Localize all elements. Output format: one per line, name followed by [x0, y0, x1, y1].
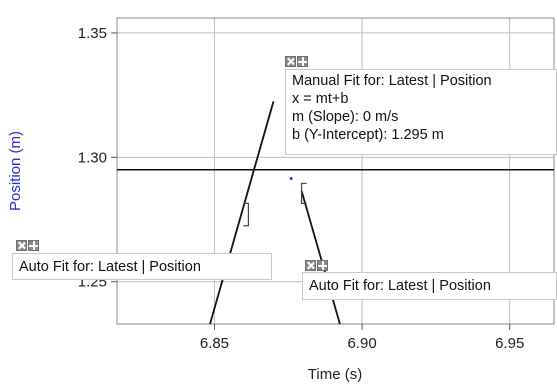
auto-fit-left-box-controls[interactable]: [16, 240, 39, 252]
manual-fit-intercept: b (Y-Intercept): 1.295 m: [292, 127, 444, 143]
manual-fit-equation: x = mt+b: [292, 91, 349, 107]
close-icon[interactable]: [285, 56, 296, 67]
fit-line-1: [209, 101, 275, 325]
x-tick-label-1: 6.90: [347, 335, 376, 352]
auto-fit-right-title: Auto Fit for: Latest | Position: [309, 278, 491, 294]
data-points: [289, 177, 293, 180]
expand-icon[interactable]: [297, 56, 308, 67]
y-axis-title: Position (m): [7, 131, 24, 211]
expand-icon[interactable]: [28, 240, 39, 251]
range-bracket-0[interactable]: [243, 202, 249, 227]
auto-fit-annotation-right[interactable]: Auto Fit for: Latest | Position: [302, 272, 557, 300]
expand-icon[interactable]: [317, 260, 328, 271]
x-tick-label-0: 6.85: [200, 335, 229, 352]
y-tick-label-1: 1.30: [78, 149, 107, 166]
fit-range-brackets[interactable]: [243, 182, 307, 227]
x-axis-title: Time (s): [308, 366, 362, 383]
y-tick-label-2: 1.35: [78, 25, 107, 42]
manual-fit-slope: m (Slope): 0 m/s: [292, 109, 399, 125]
manual-fit-annotation[interactable]: Manual Fit for: Latest | Position x = mt…: [285, 69, 557, 155]
close-icon[interactable]: [305, 260, 316, 271]
manual-fit-title: Manual Fit for: Latest | Position: [292, 73, 492, 89]
x-tick-label-2: 6.95: [495, 335, 524, 352]
auto-fit-left-title: Auto Fit for: Latest | Position: [19, 259, 201, 275]
fit-line-2: [300, 190, 341, 325]
fit-lines: [117, 101, 554, 325]
close-icon[interactable]: [16, 240, 27, 251]
data-point-0: [289, 177, 293, 180]
auto-fit-annotation-left[interactable]: Auto Fit for: Latest | Position: [12, 253, 272, 280]
range-bracket-1[interactable]: [300, 182, 307, 204]
manual-fit-box-controls[interactable]: [285, 56, 308, 68]
auto-fit-right-box-controls[interactable]: [305, 260, 328, 272]
plot-frame: [116, 17, 555, 325]
